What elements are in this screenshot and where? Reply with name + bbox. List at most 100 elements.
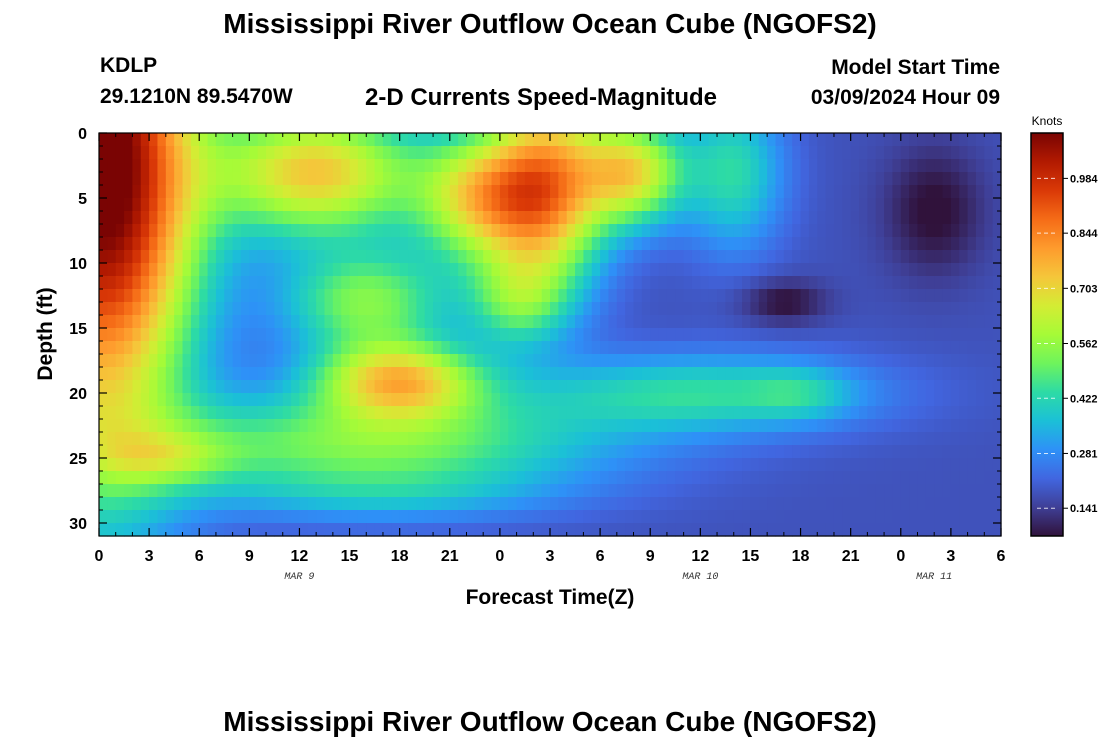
heatmap-cell xyxy=(199,302,209,316)
heatmap-cell xyxy=(675,276,685,290)
heatmap-cell xyxy=(149,484,159,498)
heatmap-cell xyxy=(149,510,159,524)
heatmap-cell xyxy=(591,445,601,459)
heatmap-cell xyxy=(266,328,275,342)
heatmap-cell xyxy=(341,250,351,264)
heatmap-cell xyxy=(466,211,476,225)
heatmap-cell xyxy=(165,497,175,511)
heatmap-cell xyxy=(282,237,292,251)
heatmap-cell xyxy=(892,354,902,368)
heatmap-cell xyxy=(600,341,610,355)
heatmap-cell xyxy=(984,133,994,147)
heatmap-cell xyxy=(349,276,359,290)
heatmap-cell xyxy=(591,419,601,433)
heatmap-cell xyxy=(859,159,868,173)
heatmap-cell xyxy=(140,432,150,446)
heatmap-cell xyxy=(458,211,468,225)
heatmap-cell xyxy=(775,185,785,199)
heatmap-cell xyxy=(266,510,275,524)
heatmap-cell xyxy=(182,328,192,342)
heatmap-cell xyxy=(282,185,292,199)
heatmap-cell xyxy=(157,419,167,433)
heatmap-cell xyxy=(215,458,225,472)
heatmap-cell xyxy=(575,302,585,316)
heatmap-cell xyxy=(324,471,334,485)
heatmap-cell xyxy=(758,510,768,524)
heatmap-cell xyxy=(307,133,317,147)
heatmap-cell xyxy=(483,484,493,498)
heatmap-cell xyxy=(934,224,944,238)
heatmap-cell xyxy=(600,497,610,511)
heatmap-cell xyxy=(817,380,827,394)
heatmap-cell xyxy=(984,471,994,485)
heatmap-cell xyxy=(349,497,359,511)
heatmap-cell xyxy=(524,523,534,537)
heatmap-cell xyxy=(249,458,259,472)
heatmap-cell xyxy=(616,419,626,433)
heatmap-cell xyxy=(124,458,134,472)
heatmap-cell xyxy=(867,224,877,238)
heatmap-cell xyxy=(533,393,543,407)
heatmap-cell xyxy=(357,146,367,160)
heatmap-cell xyxy=(449,432,459,446)
heatmap-cell xyxy=(215,133,225,147)
heatmap-cell xyxy=(282,406,292,420)
heatmap-cell xyxy=(725,198,735,212)
heatmap-cell xyxy=(491,250,501,264)
heatmap-cell xyxy=(625,367,635,381)
heatmap-cell xyxy=(282,510,292,524)
heatmap-cell xyxy=(140,224,150,238)
heatmap-cell xyxy=(800,393,810,407)
chart-title: Mississippi River Outflow Ocean Cube (NG… xyxy=(223,8,877,39)
heatmap-cell xyxy=(524,159,534,173)
heatmap-cell xyxy=(917,341,927,355)
heatmap-cell xyxy=(499,263,509,277)
heatmap-cell xyxy=(324,419,334,433)
heatmap-cell xyxy=(424,432,434,446)
heatmap-cell xyxy=(633,406,643,420)
heatmap-cell xyxy=(683,250,693,264)
heatmap-cell xyxy=(725,289,735,303)
heatmap-cell xyxy=(691,224,701,238)
heatmap-cell xyxy=(758,302,768,316)
heatmap-cell xyxy=(474,458,484,472)
heatmap-cell xyxy=(959,328,969,342)
heatmap-cell xyxy=(366,406,376,420)
heatmap-cell xyxy=(892,289,902,303)
heatmap-cell xyxy=(875,146,885,160)
heatmap-cell xyxy=(190,250,200,264)
heatmap-cell xyxy=(608,133,618,147)
heatmap-cell xyxy=(767,393,777,407)
heatmap-cell xyxy=(99,237,108,251)
heatmap-cell xyxy=(575,276,585,290)
heatmap-cell xyxy=(240,484,250,498)
heatmap-cell xyxy=(516,146,526,160)
heatmap-cell xyxy=(533,172,543,186)
heatmap-cell xyxy=(658,354,668,368)
heatmap-cell xyxy=(232,393,242,407)
heatmap-cell xyxy=(316,523,326,537)
heatmap-cell xyxy=(717,276,726,290)
heatmap-cell xyxy=(708,224,718,238)
heatmap-cell xyxy=(249,237,259,251)
heatmap-cell xyxy=(708,250,718,264)
heatmap-cell xyxy=(775,432,785,446)
heatmap-cell xyxy=(850,445,860,459)
heatmap-cell xyxy=(625,198,635,212)
heatmap-cell xyxy=(800,497,810,511)
heatmap-cell xyxy=(842,263,852,277)
heatmap-cell xyxy=(349,445,359,459)
heatmap-cell xyxy=(733,497,743,511)
heatmap-cell xyxy=(107,185,117,199)
heatmap-cell xyxy=(884,523,894,537)
heatmap-cell xyxy=(934,172,944,186)
heatmap-cell xyxy=(382,406,392,420)
heatmap-cell xyxy=(357,432,367,446)
heatmap-cell xyxy=(992,432,1002,446)
heatmap-cell xyxy=(349,133,359,147)
heatmap-cell xyxy=(867,302,877,316)
heatmap-cell xyxy=(257,159,267,173)
heatmap-cell xyxy=(291,250,301,264)
heatmap-cell xyxy=(875,159,885,173)
heatmap-cell xyxy=(441,159,451,173)
